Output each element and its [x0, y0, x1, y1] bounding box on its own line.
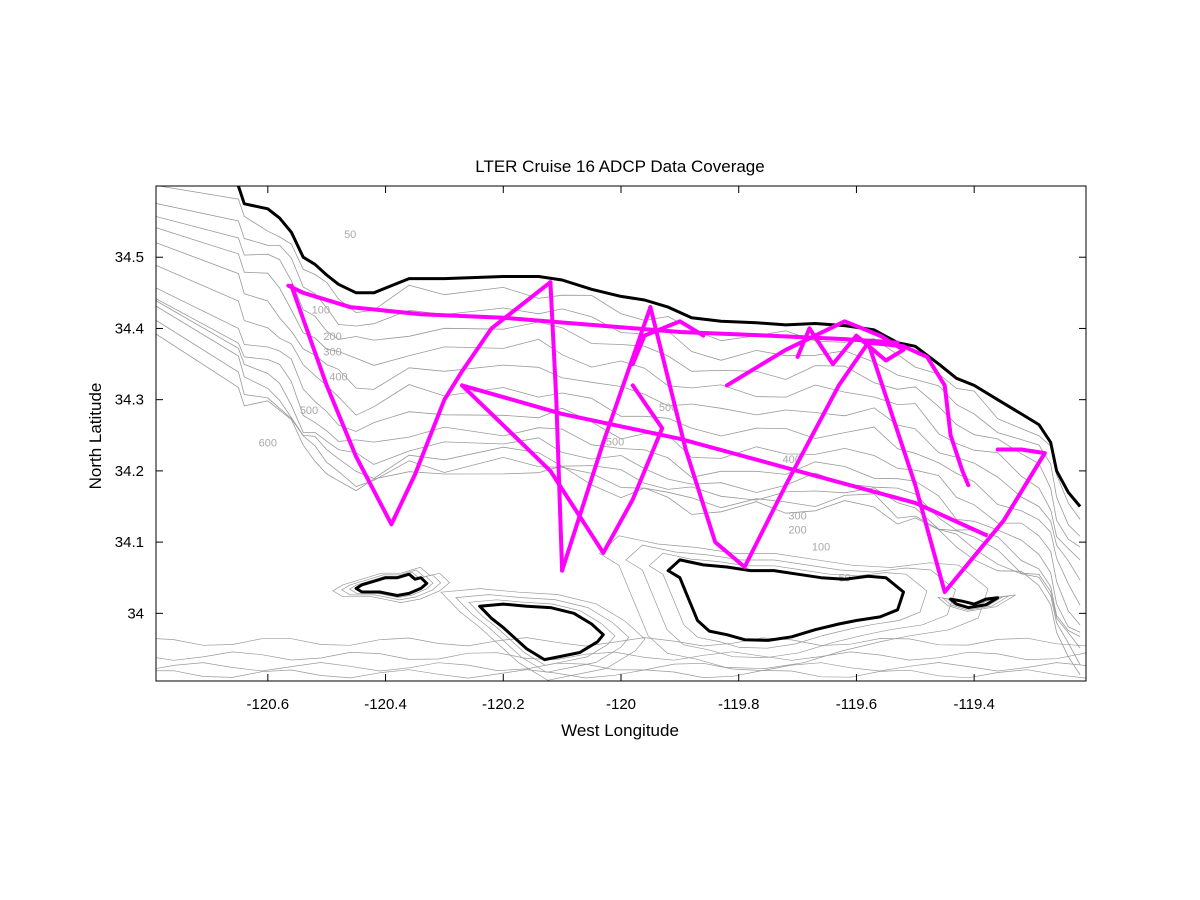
x-tick-label: -119.8	[718, 696, 759, 713]
x-axis-label: West Longitude	[561, 721, 679, 740]
depth-contour-line	[156, 203, 1081, 537]
y-tick-label: 34.2	[115, 463, 144, 480]
depth-contour-line	[156, 669, 1086, 679]
depth-contour-line	[156, 186, 1081, 520]
y-tick-label: 34.4	[115, 320, 144, 337]
x-tick-label: -120.2	[482, 696, 525, 713]
adcp-track-segment	[866, 340, 1047, 594]
contour-depth-label: 500	[606, 436, 624, 448]
contour-depth-label: 100	[312, 305, 330, 317]
depth-contour-line	[156, 305, 1081, 649]
depth-contour-line	[156, 319, 1081, 665]
island-outline	[354, 572, 429, 597]
contour-depth-label: 200	[788, 525, 806, 537]
x-tick-label: -119.6	[836, 696, 877, 713]
adcp-track-segment	[460, 383, 988, 537]
adcp-track-segment	[289, 280, 553, 527]
mainland-coastline	[236, 186, 1082, 508]
x-tick-label: -120.6	[247, 696, 290, 713]
contour-depth-label: 50	[344, 229, 356, 241]
island-contour-ring	[455, 594, 630, 673]
contour-depth-label: 100	[812, 542, 830, 554]
adcp-track-segment	[630, 319, 706, 367]
contour-depth-label: 600	[259, 438, 277, 450]
y-tick-label: 34	[127, 605, 144, 622]
y-axis-ticks: 34 34.1 34.2 34.3 34.4 34.5	[115, 249, 1086, 622]
depth-contour-line	[156, 298, 1081, 633]
island-contour-ring	[440, 588, 646, 681]
y-tick-label: 34.3	[115, 392, 144, 409]
adcp-track-segment	[601, 383, 665, 555]
depth-contour-line	[156, 300, 1081, 637]
y-axis-label: North Latitude	[86, 383, 105, 490]
depth-contour-line	[156, 216, 1081, 548]
contour-depth-label: 300	[788, 510, 806, 522]
adcp-track-segment	[648, 305, 871, 569]
x-tick-label: -120	[606, 696, 636, 713]
island-outline	[949, 596, 1000, 610]
depth-contour-line	[156, 637, 1086, 647]
depth-contour-line	[156, 227, 1081, 561]
x-tick-label: -120.4	[364, 696, 407, 713]
contour-depth-label: 300	[323, 347, 341, 359]
adcp-track-segment	[460, 383, 606, 555]
adcp-track-segment	[866, 340, 971, 488]
y-tick-label: 34.5	[115, 249, 144, 266]
x-tick-label: -119.4	[953, 696, 994, 713]
island-contour-ring	[332, 566, 451, 603]
contour-depth-label: 400	[329, 371, 347, 383]
chart-title: LTER Cruise 16 ADCP Data Coverage	[475, 157, 764, 176]
contour-depth-label: 500	[300, 405, 318, 417]
depth-contour-line	[156, 651, 1086, 661]
x-axis-ticks: -120.6 -120.4 -120.2 -120 -119.8 -119.6 -119.4	[247, 186, 995, 713]
depth-contour-line	[156, 242, 1081, 581]
island-contour-ring	[341, 569, 442, 601]
island-outline	[478, 602, 605, 662]
y-tick-label: 34.1	[115, 534, 144, 551]
depth-contour-line	[156, 333, 1081, 675]
depth-contour-line	[156, 662, 1086, 672]
adcp-track-segment	[548, 280, 565, 573]
island-contour-ring	[648, 552, 928, 649]
adcp-track-segment	[724, 319, 906, 388]
contour-depth-label: 200	[323, 331, 341, 343]
coastline-layer	[236, 186, 1082, 662]
island-contour-ring	[598, 535, 989, 669]
island-outline	[666, 558, 905, 642]
island-contour-ring	[625, 544, 956, 659]
island-contour-ring	[468, 599, 616, 666]
adcp-track-segment	[560, 305, 653, 573]
adcp-track-layer	[286, 280, 1047, 594]
plot-frame	[155, 185, 1087, 682]
